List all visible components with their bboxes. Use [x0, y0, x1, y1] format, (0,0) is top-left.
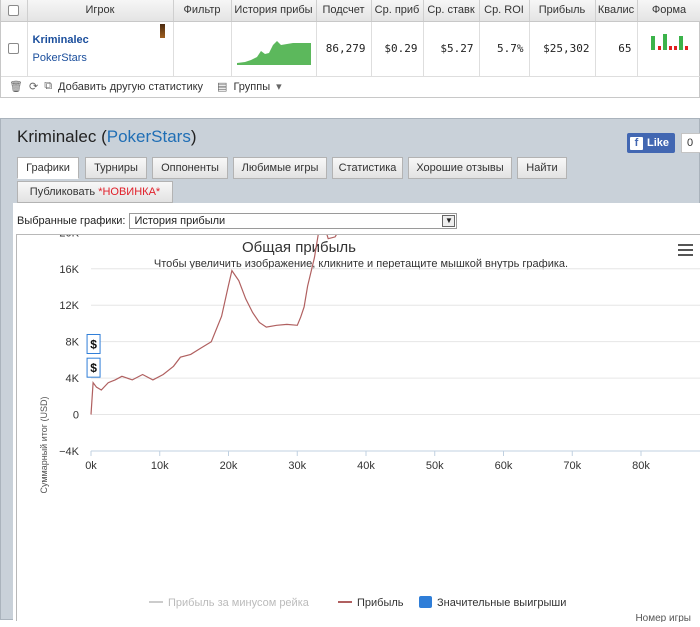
profit-history-sparkline[interactable]	[231, 21, 317, 77]
like-label: Like	[647, 137, 670, 149]
col-header-filter[interactable]: Фильтр	[173, 0, 232, 22]
big-win-flag[interactable]: $	[86, 357, 101, 378]
stats-toolbar: 🗑 ⟳ ⧉ Добавить другую статистику ▤ Групп…	[1, 77, 699, 97]
sparkline-area	[236, 41, 311, 65]
player-site-link[interactable]: PokerStars	[32, 51, 87, 64]
y-tick-label: 0	[73, 410, 79, 422]
chart-frame: Общая прибыль Чтобы увеличить изображени…	[16, 118, 700, 624]
player-cell: Kriminalec PokerStars	[27, 21, 174, 77]
x-tick-label: 70k	[563, 460, 581, 472]
col-header-profit-history[interactable]: История прибы	[231, 0, 317, 22]
legend-swatch-big-wins	[419, 596, 432, 608]
y-tick-label: −4K	[59, 446, 80, 458]
x-tick-label: 60k	[495, 460, 513, 472]
legend-item-big-wins[interactable]: Значительные выигрыши	[437, 597, 566, 609]
stats-table-panel: Игрок Фильтр История прибы Подсчет Ср. п…	[0, 0, 700, 98]
chevron-down-icon[interactable]: ▼	[442, 215, 456, 227]
x-tick-label: 0k	[85, 460, 97, 472]
y-tick-label: 4K	[66, 373, 80, 385]
col-header-quality[interactable]: Квалис	[595, 0, 638, 22]
tab-opponents[interactable]: Оппоненты	[152, 157, 228, 179]
svg-text:$: $	[90, 361, 97, 375]
legend-item-profit[interactable]: Прибыль	[357, 597, 404, 609]
panel-title: Kriminalec (PokerStars)	[17, 127, 197, 146]
player-marker-icon	[159, 23, 165, 38]
y-tick-label: 12K	[59, 300, 79, 312]
stats-header-row: Игрок Фильтр История прибы Подсчет Ср. п…	[1, 0, 700, 22]
col-header-player[interactable]: Игрок	[27, 0, 174, 22]
y-tick-label: 8K	[66, 337, 80, 349]
tab-charts[interactable]: Графики	[17, 157, 79, 179]
quality-value: 65	[595, 21, 638, 77]
profit-value: $25,302	[529, 21, 596, 77]
refresh-icon[interactable]: ⟳	[28, 81, 39, 93]
player-panel: Kriminalec (PokerStars) f Like 0 Графики…	[0, 118, 700, 624]
y-tick-label: 16K	[59, 264, 79, 276]
tab-favorite-games[interactable]: Любимые игры	[233, 157, 327, 179]
y-tick-label: 20K	[59, 235, 79, 239]
chevron-down-icon[interactable]: ▾	[276, 81, 282, 93]
x-axis-label: Номер игры	[635, 613, 691, 622]
svg-text:$: $	[90, 337, 97, 351]
y-axis-ticks: −4K04K8K12K16K20K24K28K32K	[59, 118, 80, 458]
facebook-icon: f	[630, 136, 643, 150]
count-value: 86,279	[316, 21, 372, 77]
col-header-form[interactable]: Форма	[637, 0, 700, 22]
x-axis-ticks: 0k 10k 20k 30k 40k 50k 60k 70k 80k	[85, 451, 650, 472]
x-tick-label: 80k	[632, 460, 650, 472]
profit-chart[interactable]: Общая прибыль Чтобы увеличить изображени…	[17, 118, 700, 624]
groups-icon: ▤	[217, 81, 228, 93]
selected-graphs-label: Выбранные графики:	[17, 215, 126, 227]
new-badge: *НОВИНКА*	[98, 186, 161, 198]
stats-table: Игрок Фильтр История прибы Подсчет Ср. п…	[1, 0, 700, 77]
trash-icon[interactable]: 🗑	[9, 81, 23, 93]
col-header-profit[interactable]: Прибыль	[529, 0, 596, 22]
avg-profit-value: $0.29	[371, 21, 424, 77]
chart-legend: Прибыль за минусом рейка Прибыль Значите…	[149, 596, 566, 609]
like-count: 0	[681, 133, 700, 153]
legend-item-net-profit[interactable]: Прибыль за минусом рейка	[168, 597, 310, 609]
x-tick-label: 50k	[426, 460, 444, 472]
publish-label: Публиковать	[29, 186, 96, 198]
x-tick-label: 40k	[357, 460, 375, 472]
tab-publish[interactable]: Публиковать *НОВИНКА*	[17, 181, 173, 203]
avg-stake-value: $5.27	[423, 21, 480, 77]
player-name-link[interactable]: Kriminalec	[32, 33, 89, 46]
graph-select-value: История прибыли	[134, 215, 226, 227]
graph-select[interactable]: История прибыли ▼	[129, 213, 458, 229]
big-win-flag[interactable]: $	[86, 333, 101, 354]
charts-content: Выбранные графики: История прибыли ▼ Общ…	[13, 118, 700, 624]
chart-title: Общая прибыль	[242, 239, 356, 256]
col-header-avg-stake[interactable]: Ср. ставк	[423, 0, 480, 22]
table-row: Kriminalec PokerStars 86,279 $0.29 $5.27…	[1, 21, 700, 77]
row-checkbox[interactable]	[1, 21, 28, 77]
x-tick-label: 30k	[288, 460, 306, 472]
tab-find[interactable]: Найти	[517, 157, 567, 179]
add-statistic-button[interactable]: Добавить другую статистику	[58, 80, 204, 93]
col-header-avg-roi[interactable]: Ср. ROI	[479, 0, 530, 22]
groups-dropdown[interactable]: Группы	[233, 80, 271, 93]
form-bars-icon	[651, 34, 688, 50]
avg-roi-value: 5.7%	[479, 21, 530, 77]
chart-menu-icon[interactable]	[678, 244, 693, 256]
graph-selector-row: Выбранные графики: История прибыли ▼	[17, 213, 458, 229]
tab-good-reviews[interactable]: Хорошие отзывы	[408, 157, 512, 179]
filter-cell	[173, 21, 232, 77]
chart-subtitle: Чтобы увеличить изображение, кликните и …	[154, 258, 568, 270]
sparkline-chart	[236, 41, 311, 65]
y-axis-label: Суммарный итог (USD)	[39, 396, 49, 493]
select-all-checkbox[interactable]	[1, 0, 28, 22]
tab-tournaments[interactable]: Турниры	[85, 157, 147, 179]
x-tick-label: 10k	[151, 460, 169, 472]
facebook-like-button[interactable]: f Like	[627, 133, 676, 153]
col-header-avg-profit[interactable]: Ср. приб	[371, 0, 424, 22]
panel-player-name: Kriminalec	[17, 127, 97, 146]
form-indicator	[637, 21, 700, 77]
panel-site-link[interactable]: PokerStars	[106, 127, 191, 146]
x-tick-label: 20k	[220, 460, 238, 472]
add-stat-icon: ⧉	[44, 80, 53, 92]
col-header-count[interactable]: Подсчет	[316, 0, 372, 22]
tab-statistics[interactable]: Статистика	[332, 157, 403, 179]
